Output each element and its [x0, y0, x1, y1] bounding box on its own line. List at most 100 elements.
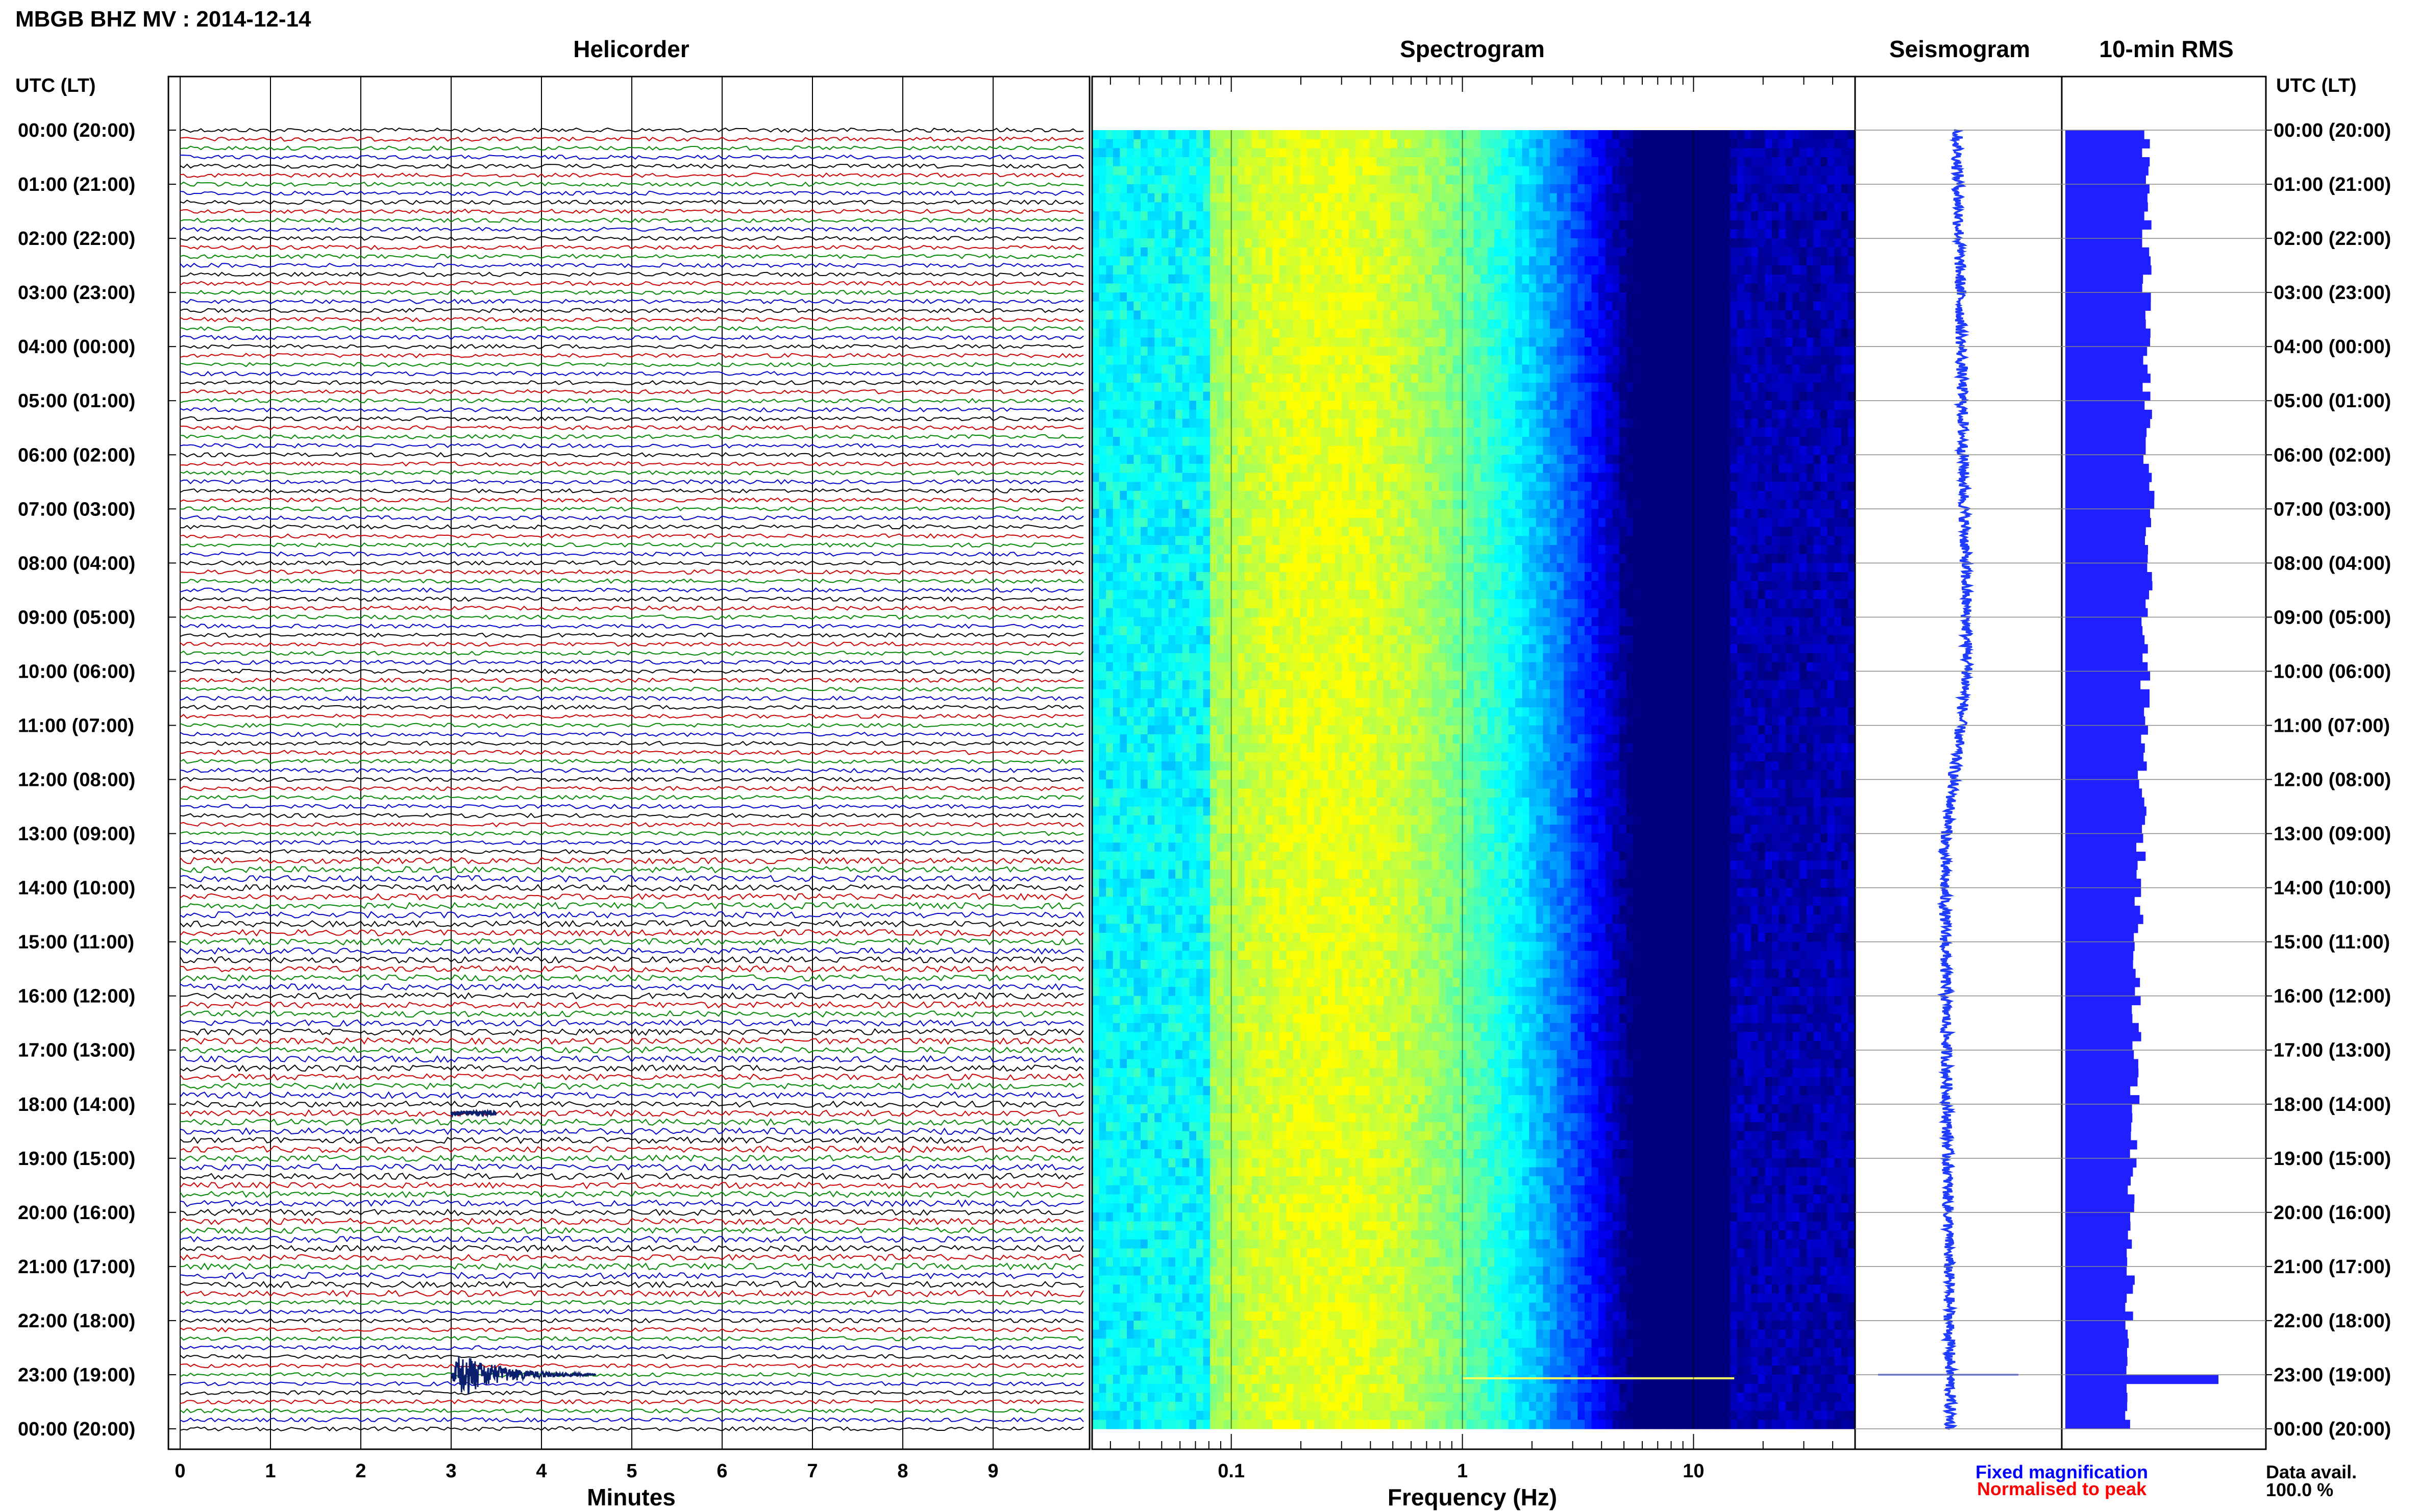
spectrogram-cell	[1564, 175, 1571, 185]
spectrogram-cell	[1494, 346, 1502, 356]
spectrogram-cell	[1168, 130, 1176, 140]
spectrogram-cell	[1522, 490, 1529, 501]
spectrogram-cell	[1383, 401, 1391, 410]
spectrogram-cell	[1806, 202, 1814, 212]
spectrogram-cell	[1522, 337, 1529, 347]
spectrogram-cell	[1765, 148, 1772, 158]
spectrogram-cell	[1335, 455, 1342, 464]
spectrogram-cell	[1230, 229, 1238, 239]
spectrogram-cell	[1363, 319, 1370, 329]
spectrogram-cell	[1120, 364, 1127, 374]
spectrogram-cell	[1647, 445, 1655, 455]
spectrogram-cell	[1820, 292, 1828, 302]
spectrogram-cell	[1251, 274, 1259, 284]
spectrogram-cell	[1120, 490, 1127, 501]
spectrogram-cell	[1154, 310, 1162, 320]
spectrogram-cell	[1425, 328, 1433, 338]
spectrogram-cell	[1425, 374, 1433, 383]
helicorder-trace	[180, 1118, 1084, 1126]
spectrogram-cell	[1827, 211, 1835, 221]
spectrogram-cell	[1342, 157, 1349, 167]
spectrogram-cell	[1771, 401, 1780, 410]
spectrogram-cell	[1376, 256, 1384, 266]
spectrogram-cell	[1328, 184, 1336, 194]
spectrogram-cell	[1369, 319, 1377, 329]
spectrogram-cell	[1591, 473, 1599, 482]
spectrogram-cell	[1439, 428, 1446, 437]
spectrogram-cell	[1120, 500, 1127, 509]
spectrogram-cell	[1834, 418, 1842, 428]
spectrogram-cell	[1293, 337, 1301, 347]
spectrogram-cell	[1557, 445, 1564, 455]
spectrogram-cell	[1723, 130, 1731, 140]
spectrogram-cell	[1480, 355, 1488, 365]
spectrogram-cell	[1501, 238, 1509, 248]
spectrogram-cell	[1113, 509, 1120, 518]
spectrogram-cell	[1210, 220, 1218, 230]
spectrogram-cell	[1585, 175, 1592, 185]
spectrogram-cell	[1120, 509, 1127, 518]
spectrogram-cell	[1473, 166, 1481, 176]
spectrogram-cell	[1508, 374, 1516, 383]
spectrogram-cell	[1460, 193, 1467, 203]
spectrogram-cell	[1314, 391, 1322, 401]
spectrogram-cell	[1543, 229, 1550, 239]
helicorder-trace	[180, 641, 1084, 647]
spectrogram-cell	[1099, 409, 1106, 419]
spectrogram-cell	[1210, 247, 1218, 257]
spectrogram-cell	[1168, 328, 1176, 338]
spectrogram-cell	[1196, 337, 1204, 347]
spectrogram-cell	[1765, 238, 1772, 248]
minute-tick-label: 9	[988, 1460, 998, 1482]
spectrogram-cell	[1141, 355, 1148, 365]
spectrogram-cell	[1369, 166, 1377, 176]
spectrogram-cell	[1619, 211, 1627, 221]
spectrogram-cell	[1432, 265, 1440, 275]
helicorder-trace	[180, 461, 1084, 467]
helicorder-trace	[180, 1037, 1084, 1045]
spectrogram-cell	[1709, 436, 1717, 447]
spectrogram-cell	[1557, 436, 1564, 447]
spectrogram-cell	[1827, 374, 1835, 383]
spectrogram-cell	[1570, 310, 1578, 320]
spectrogram-cell	[1369, 301, 1377, 311]
spectrogram-cell	[1411, 455, 1419, 464]
spectrogram-cell	[1598, 374, 1606, 383]
spectrogram-cell	[1335, 292, 1342, 302]
spectrogram-cell	[1363, 445, 1370, 455]
spectrogram-cell	[1661, 436, 1668, 447]
spectrogram-cell	[1404, 428, 1412, 437]
spectrogram-cell	[1272, 364, 1280, 374]
spectrogram-cell	[1314, 220, 1322, 230]
spectrogram-cell	[1383, 382, 1391, 392]
spectrogram-cell	[1591, 157, 1599, 167]
spectrogram-cell	[1508, 409, 1516, 419]
spectrogram-cell	[1605, 139, 1613, 148]
spectrogram-cell	[1314, 301, 1322, 311]
spectrogram-cell	[1827, 509, 1835, 518]
spectrogram-cell	[1771, 157, 1780, 167]
spectrogram-cell	[1265, 139, 1273, 148]
spectrogram-cell	[1709, 292, 1717, 302]
spectrogram-cell	[1529, 355, 1537, 365]
spectrogram-cell	[1390, 509, 1398, 518]
spectrogram-cell	[1751, 364, 1759, 374]
spectrogram-cell	[1668, 220, 1675, 230]
spectrogram-cell	[1834, 337, 1842, 347]
spectrogram-cell	[1577, 238, 1585, 248]
spectrogram-cell	[1141, 265, 1148, 275]
spectrogram-cell	[1508, 436, 1516, 447]
spectrogram-cell	[1786, 292, 1793, 302]
spectrogram-cell	[1342, 428, 1349, 437]
spectrogram-cell	[1619, 247, 1627, 257]
spectrogram-cell	[1786, 229, 1793, 239]
spectrogram-cell	[1570, 157, 1578, 167]
spectrogram-cell	[1404, 364, 1412, 374]
spectrogram-cell	[1425, 482, 1433, 491]
spectrogram-cell	[1133, 229, 1141, 239]
spectrogram-cell	[1189, 364, 1197, 374]
spectrogram-cell	[1612, 337, 1620, 347]
spectrogram-cell	[1397, 283, 1405, 293]
spectrogram-cell	[1688, 310, 1696, 320]
spectrogram-cell	[1466, 401, 1474, 410]
